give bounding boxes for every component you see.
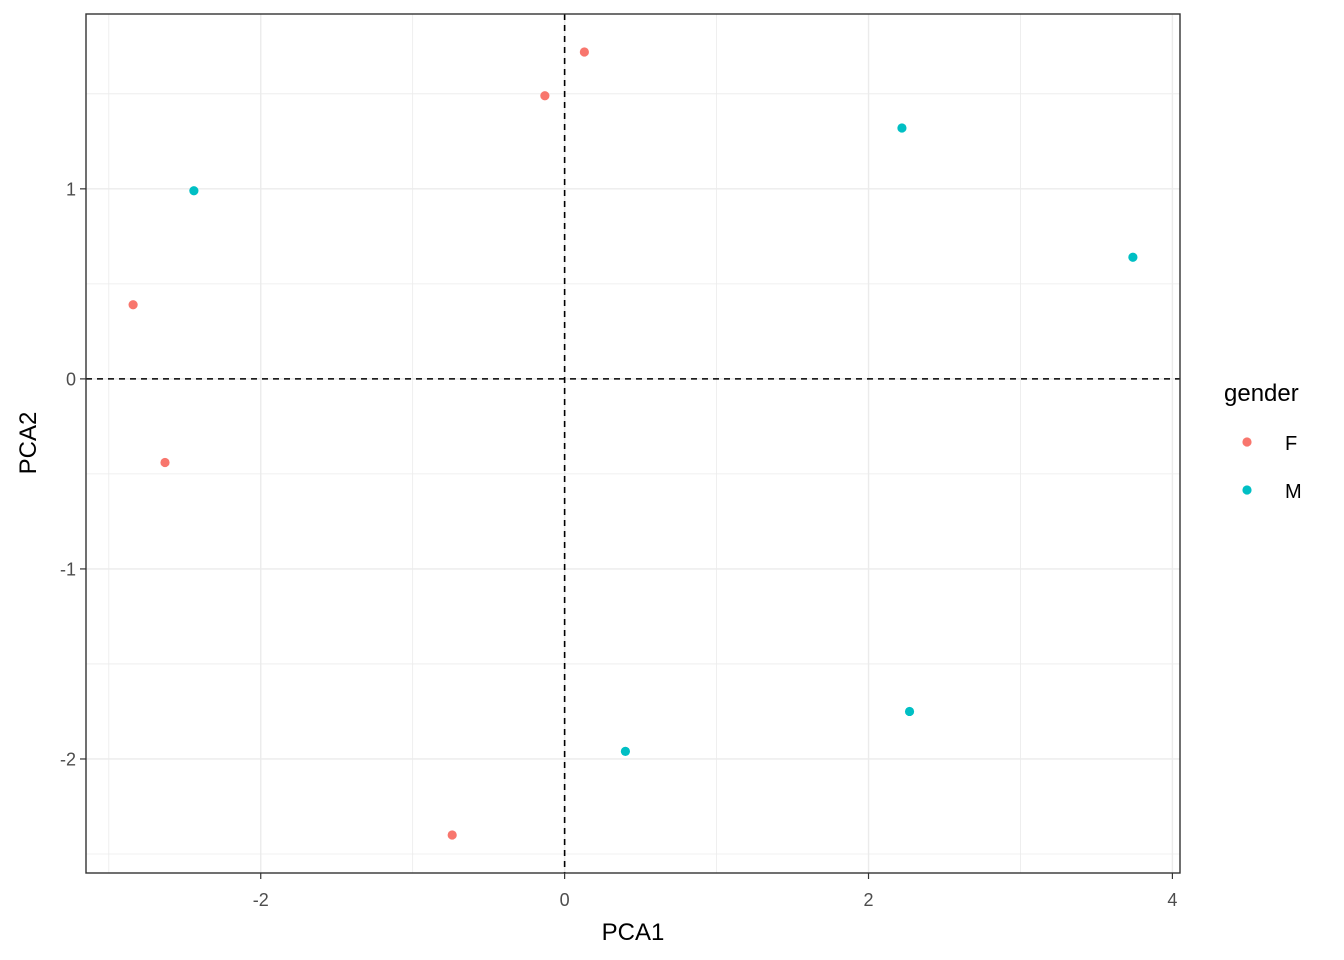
legend-key-f bbox=[1242, 437, 1252, 447]
data-point-m bbox=[620, 746, 631, 756]
data-point-f bbox=[128, 300, 138, 310]
x-tick-label: 0 bbox=[560, 890, 570, 910]
data-point-f bbox=[160, 457, 170, 468]
data-point-m bbox=[1128, 252, 1138, 262]
minor-gridlines bbox=[86, 14, 1180, 873]
legend-items: FM bbox=[1242, 433, 1302, 503]
x-tick-label: 4 bbox=[1167, 890, 1177, 910]
data-point-f bbox=[540, 91, 550, 101]
y-axis-ticks: -2 -1 0 1 bbox=[60, 179, 86, 769]
data-point-m bbox=[904, 706, 915, 717]
x-axis-title: PCA1 bbox=[602, 919, 665, 946]
y-tick-label: 1 bbox=[66, 179, 76, 199]
data-point-f bbox=[447, 830, 457, 840]
x-tick-label: 2 bbox=[864, 890, 874, 910]
y-tick-label: 0 bbox=[66, 369, 76, 389]
x-axis-ticks: -2 0 2 4 bbox=[253, 873, 1177, 910]
legend-label-f: F bbox=[1285, 433, 1297, 455]
reference-lines bbox=[86, 14, 1180, 873]
plot-border bbox=[85, 13, 1181, 874]
legend-label-m: M bbox=[1285, 481, 1302, 503]
legend-key-m bbox=[1242, 485, 1252, 495]
data-point-m bbox=[189, 186, 199, 196]
data-point-m bbox=[897, 123, 907, 133]
x-tick-label: -2 bbox=[253, 890, 269, 910]
legend-title: gender bbox=[1224, 380, 1299, 407]
data-points bbox=[128, 47, 1138, 840]
plot-background bbox=[86, 14, 1180, 873]
y-axis-title: PCA2 bbox=[15, 412, 42, 475]
data-point-f bbox=[579, 47, 589, 57]
y-tick-label: -1 bbox=[60, 559, 76, 579]
legend: gender FM bbox=[1224, 380, 1302, 503]
y-tick-label: -2 bbox=[60, 749, 76, 769]
